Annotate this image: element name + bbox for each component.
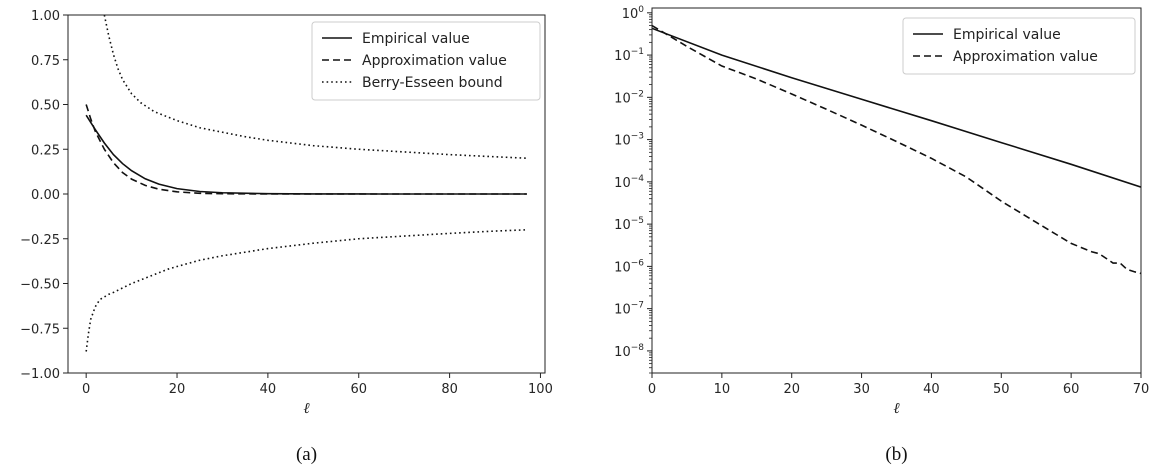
chart-a-y-tick-label: 0.25 xyxy=(31,143,60,158)
chart-b-y-tick-label: 10−5 xyxy=(614,216,644,233)
chart-a-legend-label: Approximation value xyxy=(362,53,507,69)
chart-b-x-tick-label: 20 xyxy=(783,382,800,397)
chart-b-legend-label: Approximation value xyxy=(953,49,1098,65)
chart-a-y-tick-label: −1.00 xyxy=(20,367,60,382)
chart-b-x-tick-label: 0 xyxy=(648,382,656,397)
chart-a-y-tick-label: −0.75 xyxy=(20,322,60,337)
chart-b-x-tick-label: 40 xyxy=(923,382,940,397)
chart-a-legend: Empirical value Approximation value Berry-… xyxy=(311,21,541,101)
chart-a-x-tick-label: 0 xyxy=(82,382,90,397)
chart-a-x-tick-label: 20 xyxy=(169,382,186,397)
chart-b-y-tick-label: 10−3 xyxy=(614,132,644,149)
chart-a-legend-box xyxy=(311,21,541,101)
chart-a-y-tick-label: 0.75 xyxy=(31,54,60,69)
chart-a-plot-area: 0 20 40 60 80 100 −1.00 −0.75 −0.50 −0.25 0.00 0.25… xyxy=(20,9,553,397)
chart-b-x-axis-label: ℓ xyxy=(893,399,899,417)
chart-b-series-1-line xyxy=(652,24,1141,275)
chart-b-frame xyxy=(651,7,1142,374)
chart-a-series-0-line xyxy=(85,114,527,195)
chart-a-x-tick-label: 60 xyxy=(350,382,367,397)
chart-b-legend-box xyxy=(902,17,1136,75)
chart-b-series-0-line xyxy=(652,27,1141,188)
chart-b-y-tick-label: 10−8 xyxy=(614,343,644,360)
chart-a-y-tick-label: −0.25 xyxy=(20,233,60,248)
chart-b-y-tick-label: 10−2 xyxy=(614,89,644,106)
chart-b-caption: (b) xyxy=(885,444,907,465)
chart-a-x-tick-label: 40 xyxy=(260,382,277,397)
chart-b-x-tick-label: 30 xyxy=(853,382,870,397)
chart-b-plot-area: 0 10 20 30 40 50 60 70 10−8 10−7 10−6 10−5 10−4 10−3 1… xyxy=(614,5,1149,397)
chart-a-legend-label: Empirical value xyxy=(362,31,470,47)
chart-a-series-2-line xyxy=(103,15,527,159)
chart-b-x-tick-label: 60 xyxy=(1063,382,1080,397)
chart-a: 0 20 40 60 80 100 −1.00 −0.75 −0.50 −0.25 0.00 0.25… xyxy=(20,9,553,465)
chart-a-y-tick-label: −0.50 xyxy=(20,278,60,293)
chart-b-x-tick-label: 70 xyxy=(1133,382,1150,397)
chart-a-x-tick-label: 100 xyxy=(528,382,553,397)
chart-b: 0 10 20 30 40 50 60 70 10−8 10−7 10−6 10−5 10−4 10−3 1… xyxy=(614,5,1149,465)
chart-a-y-tick-label: 0.50 xyxy=(31,99,60,114)
chart-b-legend: Empirical value Approximation value xyxy=(902,17,1136,75)
chart-b-y-tick-label: 10−4 xyxy=(614,174,644,191)
chart-a-legend-label: Berry-Esseen bound xyxy=(362,75,503,91)
chart-a-x-axis-label: ℓ xyxy=(303,399,309,417)
chart-b-x-tick-label: 10 xyxy=(714,382,731,397)
chart-b-y-tick-label: 10−7 xyxy=(614,301,644,318)
chart-a-series-1-line xyxy=(85,104,527,195)
chart-a-series-3-line xyxy=(85,229,527,352)
chart-a-y-tick-label: 0.00 xyxy=(31,188,60,203)
chart-a-y-tick-label: 1.00 xyxy=(31,9,60,24)
chart-a-caption: (a) xyxy=(296,444,317,465)
chart-b-legend-label: Empirical value xyxy=(953,27,1061,43)
chart-b-x-tick-label: 50 xyxy=(993,382,1010,397)
chart-b-y-tick-label: 10−1 xyxy=(614,47,644,64)
chart-b-y-tick-label: 10−6 xyxy=(614,258,644,275)
chart-b-y-tick-label: 100 xyxy=(622,5,645,22)
chart-a-x-tick-label: 80 xyxy=(441,382,458,397)
